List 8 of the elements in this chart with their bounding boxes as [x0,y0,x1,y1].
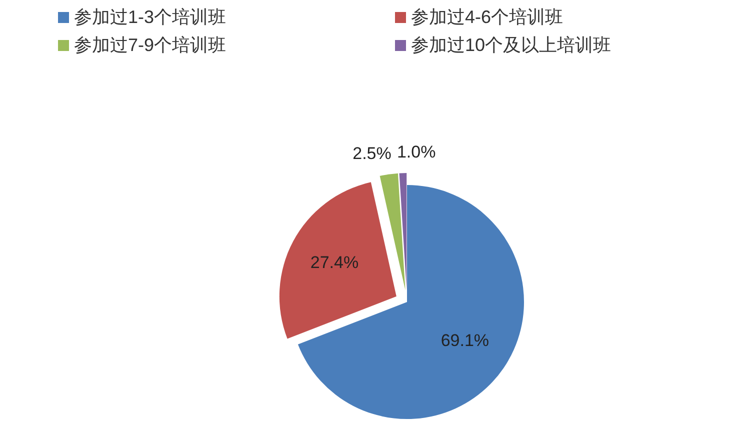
legend-label: 参加过7-9个培训班 [74,34,226,55]
data-label: 1.0% [396,142,436,162]
legend-label: 参加过1-3个培训班 [74,6,226,27]
data-label: 27.4% [310,252,359,272]
legend-label: 参加过4-6个培训班 [411,6,564,27]
legend-label: 参加过10个及以上培训班 [411,34,612,55]
data-label: 69.1% [440,331,490,350]
data-label: 2.5% [352,144,392,163]
